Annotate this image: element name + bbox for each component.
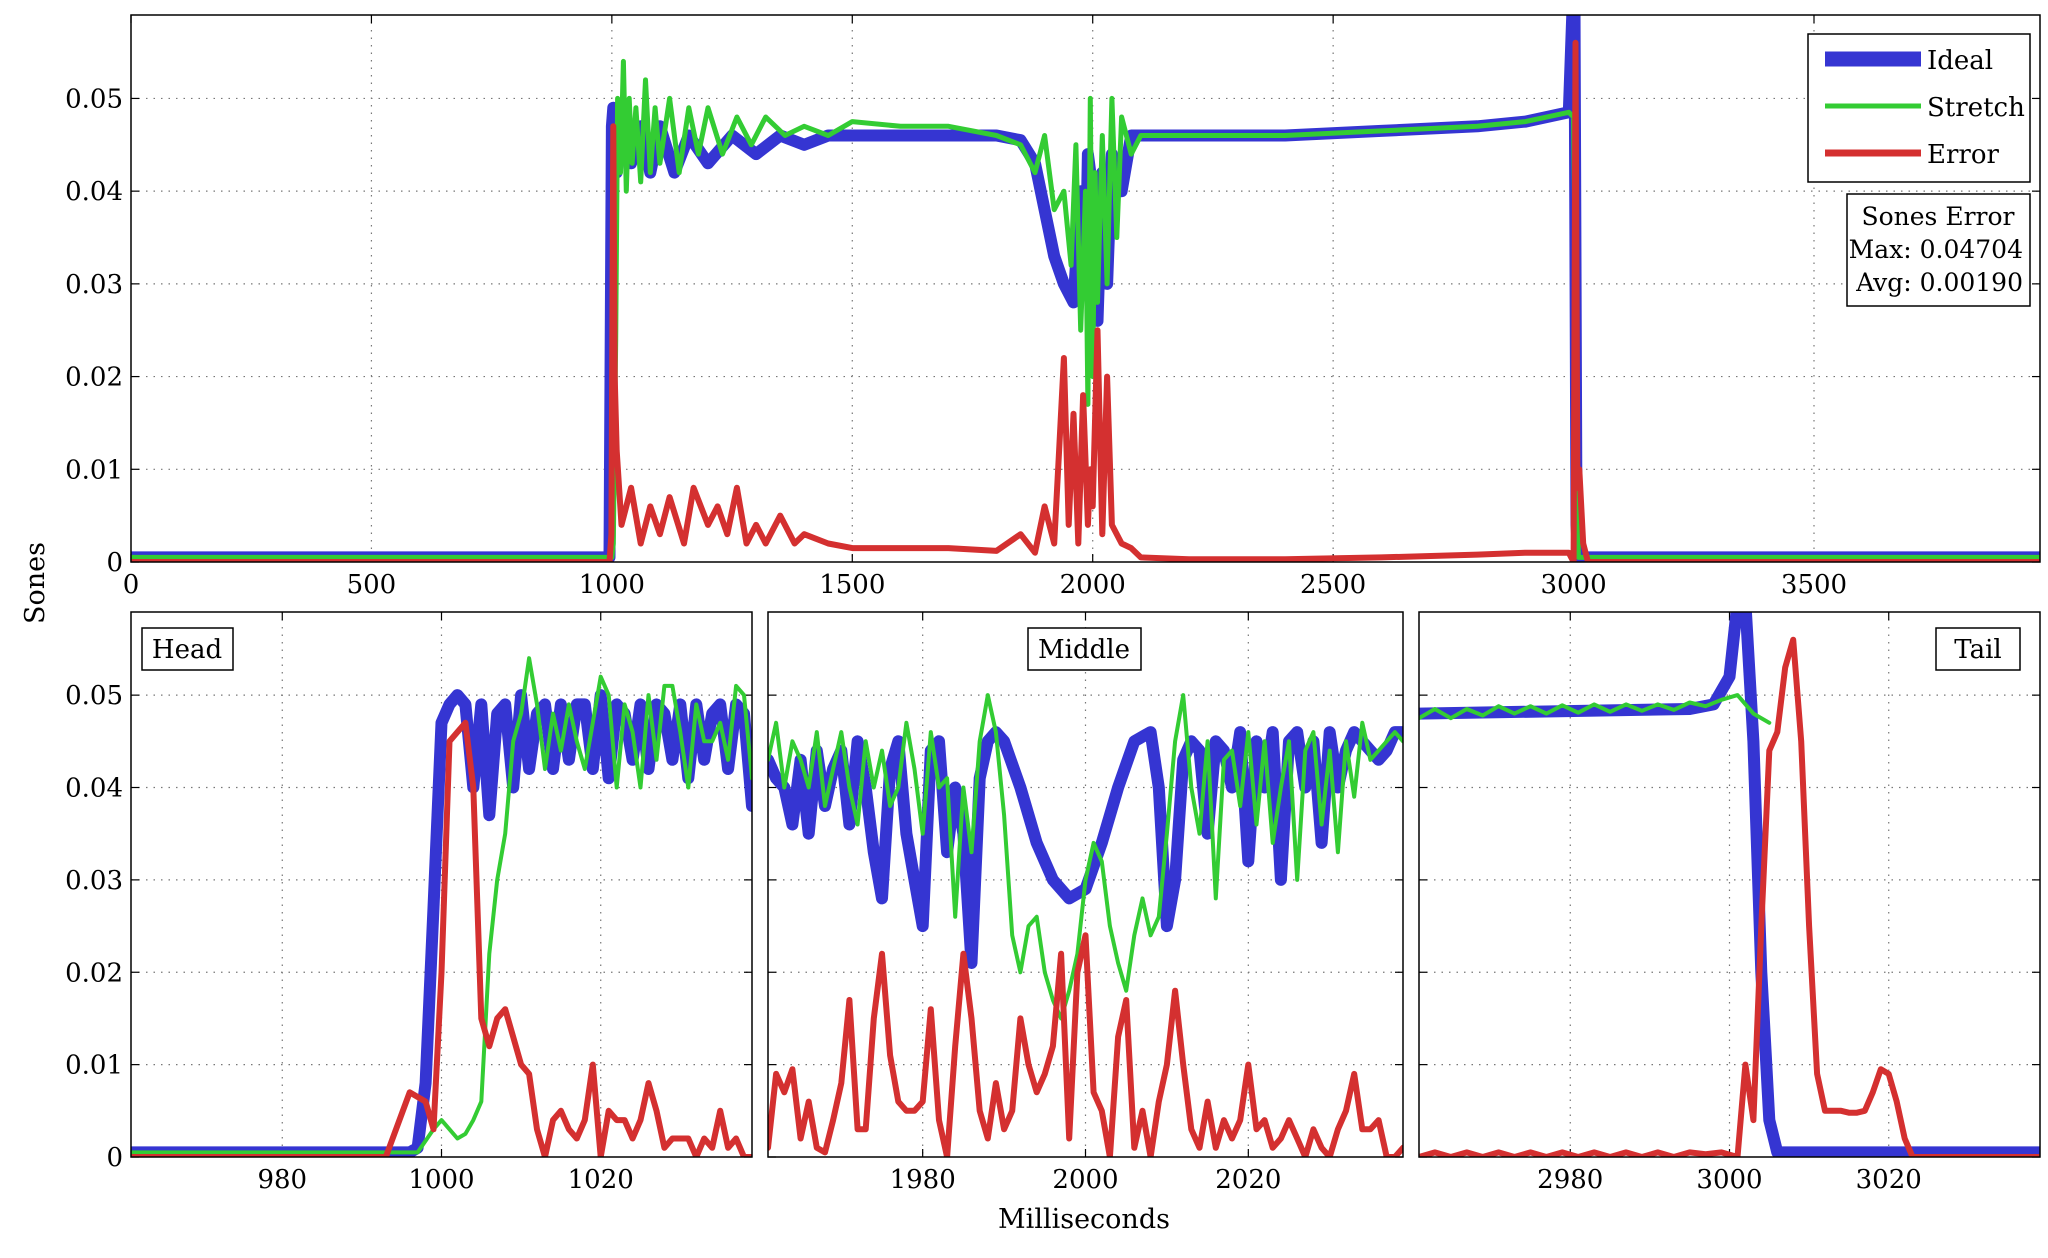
y-axis-title: Sones (20, 542, 51, 624)
x-tick-label: 0 (123, 570, 140, 600)
x-tick-label: 2980 (1537, 1165, 1603, 1195)
series-line-stretch (768, 693, 1403, 1021)
legend: Ideal Stretch Error (1807, 33, 2031, 183)
x-tick-labels: 980 1000 1020 (257, 1165, 633, 1195)
stats-avg: Avg: 0.00190 (1855, 268, 2023, 297)
panel-label-tail: Tail (1954, 635, 2001, 665)
stats-box (1846, 193, 2031, 307)
y-tick-label: 0.01 (65, 455, 123, 485)
panel-label-box (1027, 627, 1142, 671)
grid (1419, 612, 2040, 1158)
series-lines (131, 656, 752, 1157)
series-line-stretch (131, 656, 752, 1155)
legend-label-error: Error (1927, 140, 1999, 170)
axes-frame (767, 611, 1404, 1158)
y-tick-label: 0.04 (65, 774, 123, 804)
x-axis-title: Milliseconds (998, 1204, 1170, 1235)
panel-label-box (141, 627, 234, 671)
legend-label-stretch: Stretch (1927, 93, 2025, 123)
axes-frame (130, 611, 753, 1158)
x-tick-label: 2000 (1052, 1165, 1118, 1195)
sones-error-stats: Sones Error Max: 0.04704 Avg: 0.00190 (1846, 193, 2031, 307)
stats-title: Sones Error (1861, 202, 2014, 231)
panel-middle: 1980 2000 2020 Middle (767, 611, 1404, 1195)
y-tick-label: 0.04 (65, 177, 123, 207)
legend-label-ideal: Ideal (1927, 46, 1993, 76)
x-tick-label: 980 (257, 1165, 307, 1195)
axes-frame (1418, 611, 2041, 1158)
series-line-error (131, 39, 2040, 562)
y-tick-label: 0.01 (65, 1051, 123, 1081)
series-line-error (131, 719, 752, 1157)
y-tick-label: 0 (106, 1143, 123, 1173)
x-tick-label: 3000 (1696, 1165, 1762, 1195)
series-line-error (1419, 636, 2040, 1157)
series-line-error (768, 932, 1403, 1157)
x-tick-label: 2020 (1215, 1165, 1281, 1195)
x-tick-labels: 0 500 1000 1500 2000 2500 3000 3500 (123, 570, 1847, 600)
panel-label-head: Head (152, 635, 222, 665)
x-tick-label: 1980 (890, 1165, 956, 1195)
panel-head: 980 1000 1020 0 0.01 0.02 0.03 0.04 0.05 Head (65, 611, 753, 1195)
y-tick-labels: 0 0.01 0.02 0.03 0.04 0.05 (65, 84, 123, 578)
x-tick-label: 3020 (1856, 1165, 1922, 1195)
x-tick-label: 1000 (579, 570, 645, 600)
x-tick-label: 3000 (1540, 570, 1606, 600)
panel-label-box (1935, 627, 2021, 671)
x-tick-label: 3500 (1781, 570, 1847, 600)
y-tick-labels: 0 0.01 0.02 0.03 0.04 0.05 (65, 681, 123, 1173)
panel-label-middle: Middle (1038, 635, 1130, 665)
x-tick-label: 500 (347, 570, 397, 600)
x-tick-labels: 2980 3000 3020 (1537, 1165, 1922, 1195)
series-line-stretch (1419, 693, 1772, 725)
x-tick-label: 1020 (568, 1165, 634, 1195)
y-tick-label: 0.02 (65, 363, 123, 393)
axes-frame (130, 14, 2041, 563)
series-line-stretch (131, 58, 2040, 560)
x-tick-label: 2000 (1060, 570, 1126, 600)
x-tick-label: 1500 (819, 570, 885, 600)
stats-max: Max: 0.04704 (1849, 235, 2023, 264)
series-lines (1419, 612, 2040, 1157)
y-tick-label: 0 (106, 548, 123, 578)
x-tick-labels: 1980 2000 2020 (890, 1165, 1282, 1195)
series-lines (768, 693, 1403, 1157)
y-tick-label: 0.05 (65, 681, 123, 711)
panel-main: 0 500 1000 1500 2000 2500 3000 3500 0 0.01 0.02 0.… (65, 14, 2041, 600)
panel-tail: 2980 3000 3020 Tail (1418, 611, 2041, 1195)
y-tick-label: 0.03 (65, 270, 123, 300)
y-tick-label: 0.03 (65, 866, 123, 896)
x-tick-label: 1000 (408, 1165, 474, 1195)
series-lines (131, 15, 2040, 562)
x-tick-label: 2500 (1300, 570, 1366, 600)
y-tick-label: 0.02 (65, 958, 123, 988)
y-tick-label: 0.05 (65, 84, 123, 114)
